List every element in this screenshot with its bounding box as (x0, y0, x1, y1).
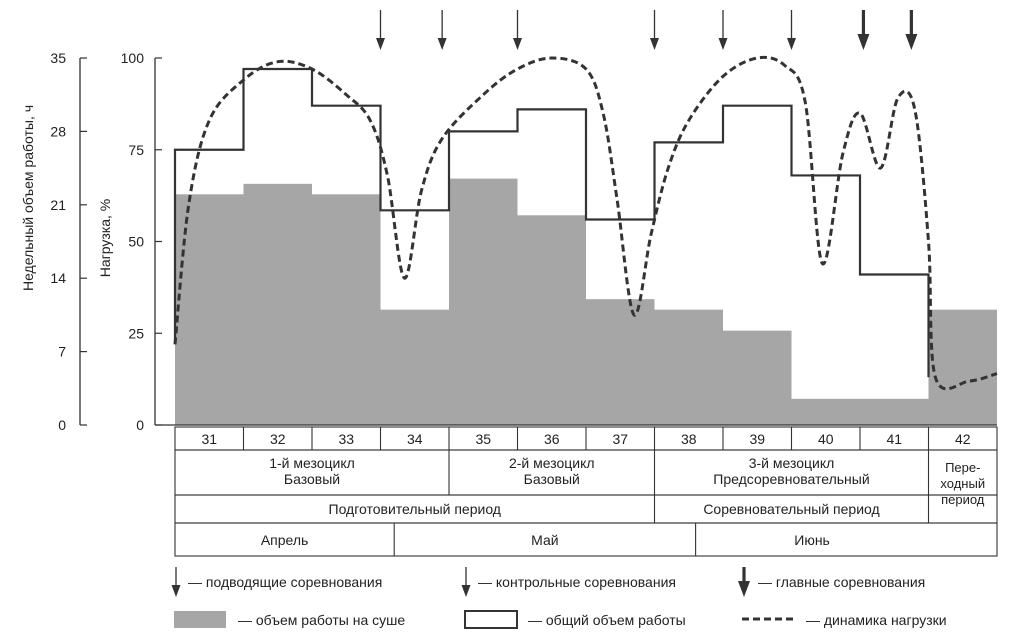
period-label: Соревновательный период (703, 501, 879, 517)
left-axis-tick-label: 0 (58, 417, 66, 433)
dryland-bars (175, 178, 997, 425)
legend-preparatory-arrow-head (171, 585, 181, 597)
period-label: Подготовительный период (329, 501, 501, 517)
week-label: 32 (270, 431, 286, 447)
mesocycle-label-line1: Пере- (945, 460, 980, 475)
week-label: 39 (749, 431, 765, 447)
week-label: 33 (338, 431, 354, 447)
legend-preparatory-arrow (171, 567, 181, 597)
total-volume-line (173, 67, 930, 378)
mesocycle-label-line3: период (941, 492, 985, 507)
mesocycle-label-line2: Базовый (524, 471, 580, 487)
preparatory-competition-arrow-head (650, 38, 659, 50)
month-label: Июнь (794, 532, 830, 548)
left-axis-tick-label: 14 (50, 270, 66, 286)
month-label: Май (531, 532, 558, 548)
left-axis-tick-label: 7 (58, 344, 66, 360)
preparatory-competition-arrow (650, 10, 659, 50)
left-axis-tick-label: 28 (50, 123, 66, 139)
left-axis-tick-label: 35 (50, 50, 66, 66)
legend-main-arrow (738, 567, 750, 597)
legend-preparatory-label: — подводящие соревнования (188, 574, 382, 590)
mesocycle-label-line2: Предсоревновательный (713, 471, 869, 487)
preparatory-competition-arrow-head (718, 38, 728, 50)
legend-control-arrow-head (461, 585, 471, 597)
month-label: Апрель (261, 532, 309, 548)
dryland-bar (586, 299, 655, 425)
legend-control-label: — контрольные соревнования (478, 574, 676, 590)
legend-main-label: — главные соревнования (758, 574, 925, 590)
preparatory-competition-arrow-head (513, 38, 522, 50)
load-dynamics-line (173, 55, 998, 391)
dryland-bar (860, 398, 929, 425)
mesocycle-label-line1: 3-й мезоцикл (749, 455, 835, 471)
legend-total-label: — общий объем работы (528, 612, 686, 628)
right-axis-label: Нагрузка, % (97, 199, 113, 278)
load-dynamics-series (173, 55, 998, 391)
competition-arrows (376, 10, 918, 50)
legend-control-arrow (461, 567, 471, 597)
preparatory-competition-arrow (437, 10, 447, 50)
preparatory-competition-arrow-head (787, 38, 796, 50)
right-axis-tick-label: 75 (128, 142, 144, 158)
right-axis-tick-label: 25 (128, 325, 144, 341)
mesocycle-label-line2: Базовый (284, 471, 340, 487)
preparatory-competition-arrow-head (437, 38, 447, 50)
legend-total-swatch (464, 610, 518, 629)
month-row (174, 522, 998, 557)
period-table: 31 32 33 34 35 36 37 38 39 40 41 421-й мезоциклБазо… (174, 426, 998, 557)
week-label: 35 (475, 431, 491, 447)
right-axis-tick-label: 100 (121, 50, 145, 66)
main-competition-arrow-head (857, 34, 870, 50)
dryland-bar (517, 215, 586, 425)
preparatory-competition-arrow (376, 10, 385, 50)
week-label: 40 (818, 431, 834, 447)
dryland-bar (928, 309, 997, 425)
preparatory-competition-arrow (787, 10, 796, 50)
main-competition-arrow (857, 10, 870, 50)
week-label: 42 (955, 431, 971, 447)
axes: 35 28 21 14 7 0 100 75 50 25 0 Недельный объем рабо… (20, 50, 997, 433)
main-competition-arrow-head (905, 34, 918, 50)
legend: — подводящие соревнования — контрольные с… (171, 567, 947, 629)
legend-dynamics-label: — динамика нагрузки (806, 612, 947, 628)
legend-main-arrow-head (738, 581, 750, 597)
week-label: 36 (544, 431, 560, 447)
dryland-bar (791, 398, 860, 425)
left-axis-label: Недельный объем работы, ч (20, 105, 36, 291)
week-label: 31 (201, 431, 217, 447)
left-axis-tick-label: 21 (50, 197, 66, 213)
preparatory-competition-arrow (513, 10, 522, 50)
week-label: 38 (681, 431, 697, 447)
mesocycle-label-line2: ходный (940, 476, 985, 491)
dryland-bar (654, 309, 723, 425)
dryland-bar (723, 330, 792, 425)
dryland-bar (312, 194, 381, 425)
legend-dryland-swatch (174, 611, 226, 628)
mesocycle-label-line1: 1-й мезоцикл (269, 455, 355, 471)
week-label: 37 (612, 431, 628, 447)
mesocycle-label-line1: 2-й мезоцикл (509, 455, 595, 471)
week-label: 34 (407, 431, 423, 447)
preparatory-competition-arrow (718, 10, 728, 50)
total-volume-series (173, 67, 930, 378)
dryland-bar (243, 183, 312, 425)
main-competition-arrow (905, 10, 918, 50)
dryland-bar (380, 309, 449, 425)
right-axis-tick-label: 50 (128, 234, 144, 250)
week-label: 41 (886, 431, 902, 447)
preparatory-competition-arrow-head (376, 38, 385, 50)
right-axis-tick-label: 0 (136, 417, 144, 433)
dryland-bar (449, 178, 518, 425)
legend-dryland-label: — объем работы на суше (238, 612, 405, 628)
